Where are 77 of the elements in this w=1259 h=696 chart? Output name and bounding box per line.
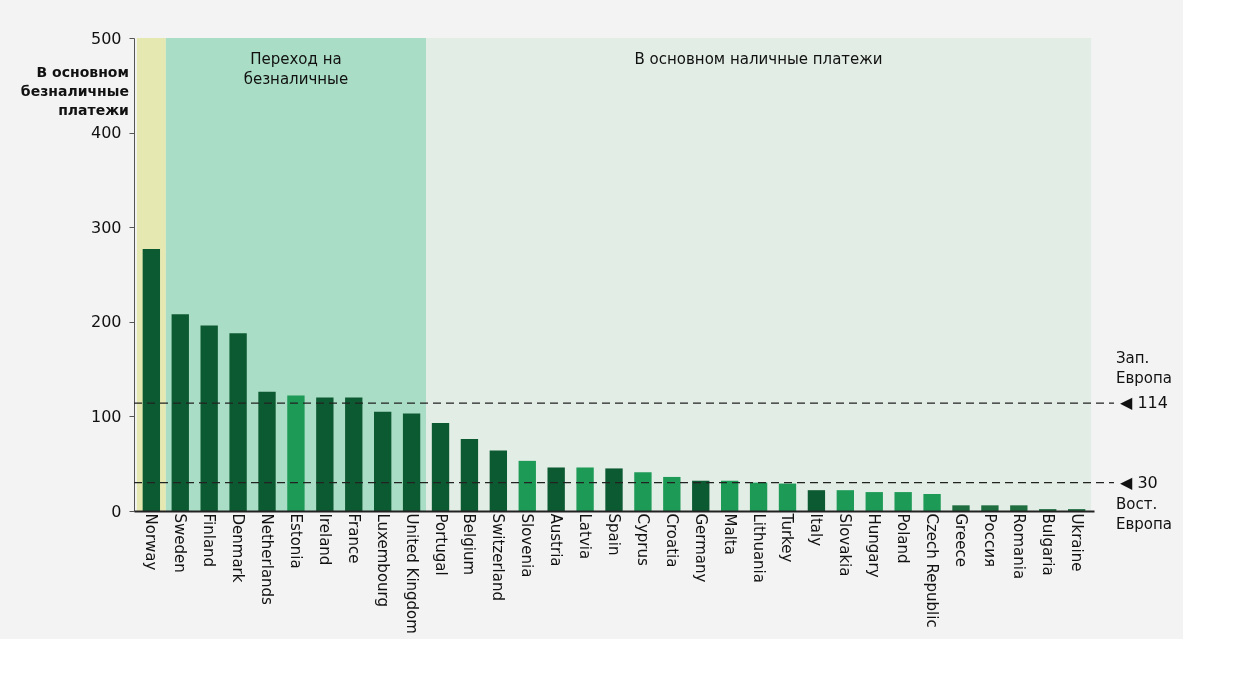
x-tick-label: Sweden [171, 513, 190, 573]
y-tick-label: 500 [90, 28, 122, 48]
bar [287, 395, 305, 511]
x-tick-label: Spain [605, 513, 623, 556]
bar [923, 493, 941, 511]
bar [807, 490, 826, 511]
bar [692, 480, 710, 511]
y-tick-label: 300 [90, 217, 122, 237]
bar [518, 460, 536, 511]
x-tick-label: Italy [807, 513, 826, 547]
bar [894, 492, 912, 511]
x-tick-label: Croatia [662, 513, 681, 568]
x-tick-label: Luxembourg [373, 513, 392, 607]
x-tick-label: Portugal [431, 513, 450, 576]
x-tick-label: Latvia [576, 513, 595, 560]
band-label: Переход на безналичные [243, 50, 349, 88]
bar [200, 325, 218, 511]
bar [229, 333, 247, 511]
bar [981, 505, 999, 511]
bar [634, 472, 652, 511]
bar [431, 423, 450, 511]
x-tick-label: Bulgaria [1038, 513, 1057, 576]
bar [605, 468, 623, 511]
x-tick-label: Finland [200, 513, 219, 568]
bar [663, 476, 681, 511]
y-tick-label: 400 [90, 123, 122, 143]
x-tick-label: Ireland [315, 513, 334, 566]
bar [749, 482, 768, 511]
bar [142, 248, 161, 511]
bar [778, 483, 797, 511]
bar [345, 397, 363, 511]
x-tick-label: Ukraine [1067, 513, 1086, 572]
x-tick-label: Belgium [460, 513, 479, 575]
bar [489, 450, 508, 511]
bar [576, 467, 594, 511]
x-tick-label: Lithuania [749, 513, 768, 583]
x-tick-label: United Kingdom [402, 513, 421, 634]
bar [258, 391, 276, 511]
text: Вост. Европа [1116, 494, 1173, 533]
x-tick-label: Hungary [865, 513, 884, 578]
x-tick-label: Switzerland [489, 513, 508, 601]
x-tick-label: Norway [142, 513, 161, 571]
x-tick-label: Turkey [778, 512, 797, 563]
x-tick-label: Germany [691, 513, 710, 583]
x-tick-label: Poland [894, 513, 913, 564]
x-tick-label: Estonia [286, 513, 305, 569]
ref-line-label: ◀ 30 [1120, 472, 1158, 492]
ref-line-label: ◀ 114 [1120, 393, 1168, 413]
bar [952, 505, 970, 511]
bar [402, 413, 421, 511]
x-tick-label: Malta [720, 513, 739, 555]
x-tick-label: France [344, 513, 363, 564]
x-tick-label: Slovenia [518, 513, 537, 578]
x-tick-label: Romania [1009, 513, 1028, 580]
band-label: В основном безналичные платежи [20, 64, 129, 118]
bar [836, 490, 854, 511]
x-tick-label: Россия [980, 513, 999, 567]
bar [547, 467, 565, 511]
x-tick-label: Greece [951, 513, 970, 567]
x-tick-label: Denmark [229, 513, 248, 583]
x-tick-label: Czech Republic [923, 513, 942, 628]
x-tick-label: Austria [547, 513, 566, 567]
bar [316, 397, 334, 511]
y-tick-label: 200 [90, 312, 122, 332]
x-tick-label: Netherlands [258, 513, 277, 606]
bar [865, 492, 883, 511]
text: Зап. Европа [1116, 349, 1173, 388]
bar [1010, 505, 1028, 511]
x-tick-label: Slovakia [836, 513, 855, 577]
band-label: В основном наличные платежи [634, 50, 883, 68]
bar [171, 314, 189, 511]
x-tick-label: Cyprus [633, 513, 652, 567]
y-tick-label: 100 [90, 406, 122, 426]
bar [720, 480, 739, 511]
y-tick-label: 0 [111, 501, 122, 521]
bar [460, 439, 479, 511]
bar [374, 411, 392, 511]
